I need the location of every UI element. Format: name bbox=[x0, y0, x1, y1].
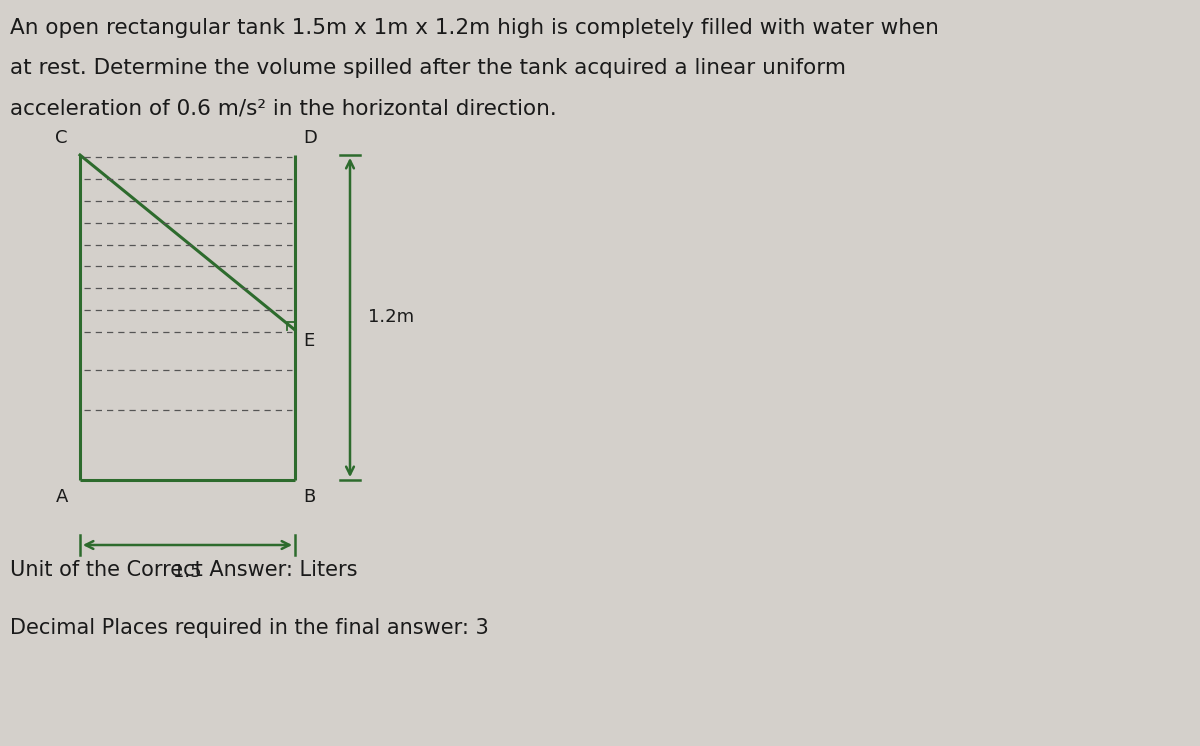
Text: An open rectangular tank 1.5m x 1m x 1.2m high is completely filled with water w: An open rectangular tank 1.5m x 1m x 1.2… bbox=[10, 18, 938, 38]
Text: 1.2m: 1.2m bbox=[368, 309, 414, 327]
Text: C: C bbox=[55, 129, 68, 147]
Text: Decimal Places required in the final answer: 3: Decimal Places required in the final ans… bbox=[10, 618, 488, 638]
Text: B: B bbox=[302, 488, 316, 506]
Text: 1.5: 1.5 bbox=[173, 563, 202, 581]
Text: A: A bbox=[55, 488, 68, 506]
Text: at rest. Determine the volume spilled after the tank acquired a linear uniform: at rest. Determine the volume spilled af… bbox=[10, 58, 846, 78]
Text: acceleration of 0.6 m/s² in the horizontal direction.: acceleration of 0.6 m/s² in the horizont… bbox=[10, 98, 557, 118]
Text: E: E bbox=[302, 332, 314, 350]
Text: D: D bbox=[302, 129, 317, 147]
Text: Unit of the Correct Answer: Liters: Unit of the Correct Answer: Liters bbox=[10, 560, 358, 580]
